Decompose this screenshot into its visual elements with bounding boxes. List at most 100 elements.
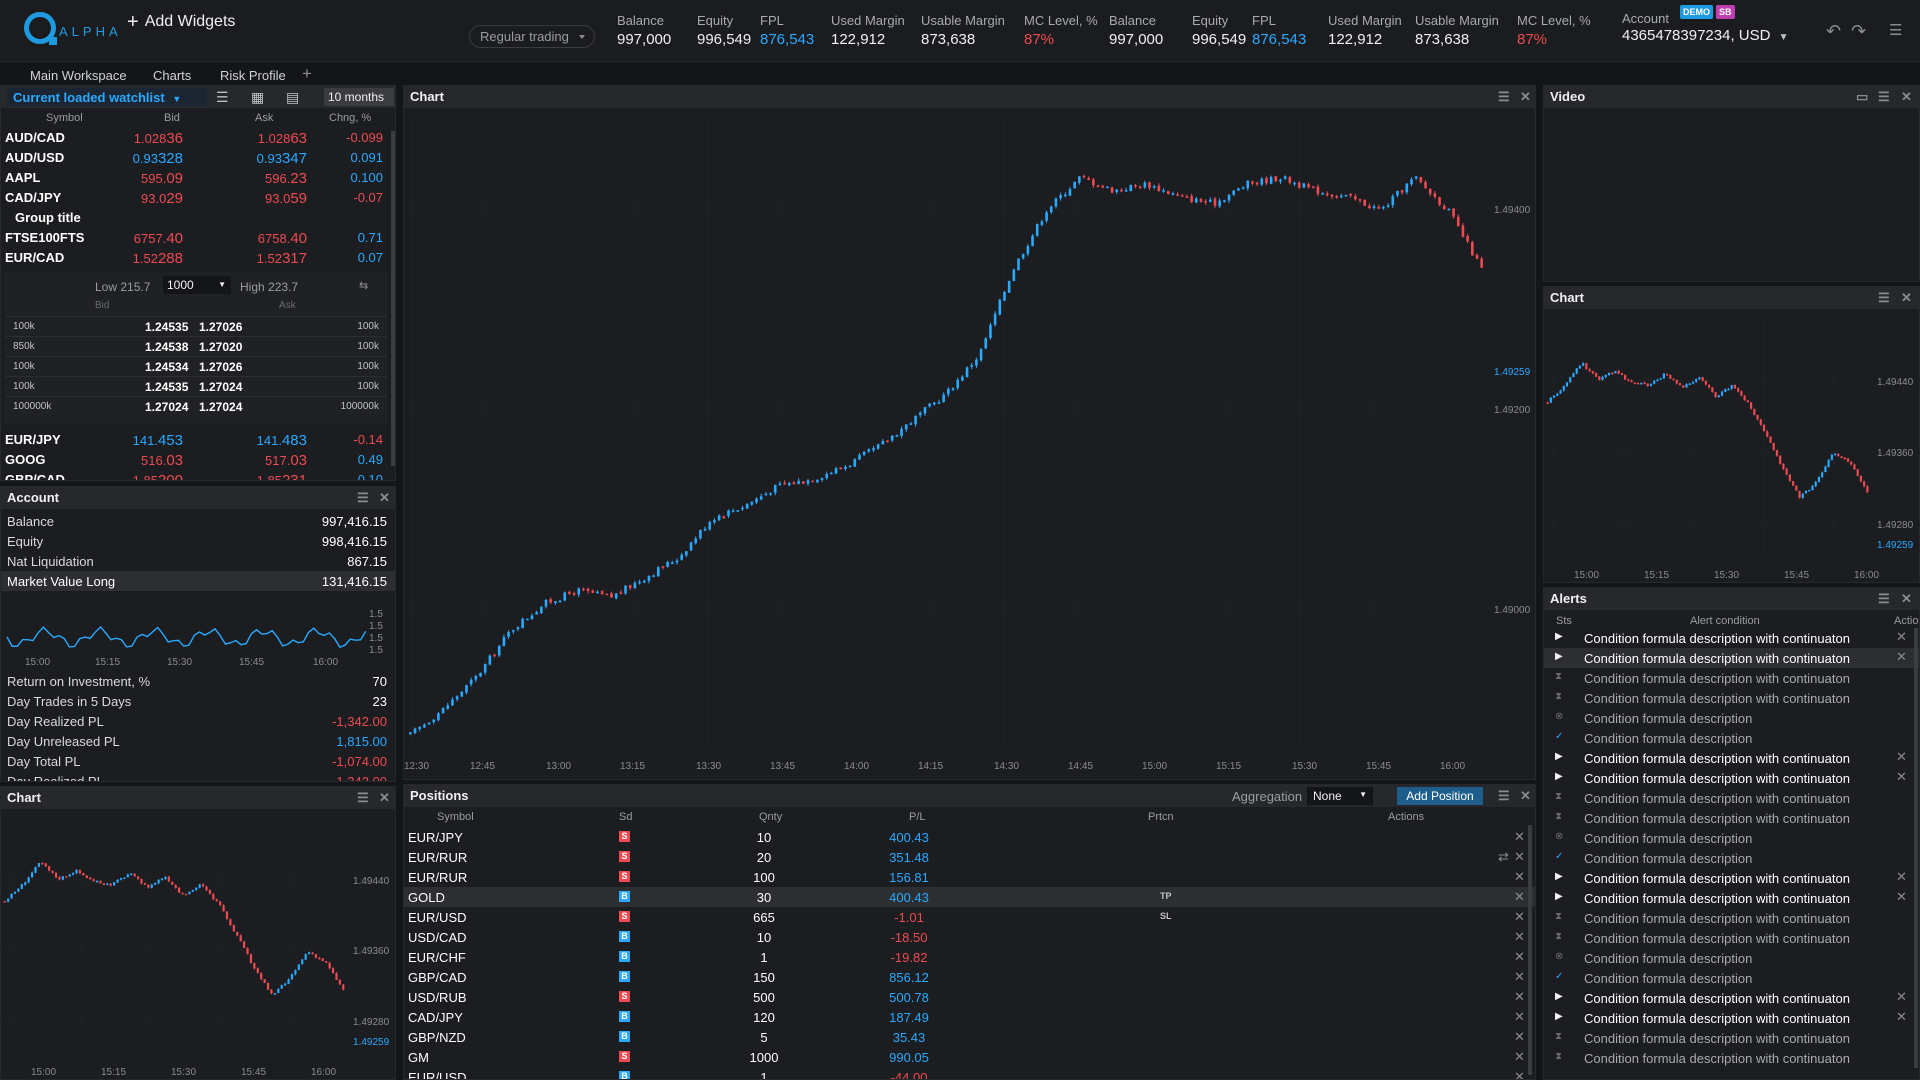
menu-icon[interactable]: ☰ [1889,22,1903,39]
tab-risk-profile[interactable]: Risk Profile [220,68,286,83]
close-position-icon[interactable]: ✕ [1514,1069,1525,1080]
position-row[interactable]: GM S 1000 990.05 ✕ [404,1047,1535,1067]
panel-menu-icon[interactable]: ☰ [357,490,369,505]
close-position-icon[interactable]: ✕ [1514,949,1525,964]
position-row[interactable]: GBP/NZD B 5 35.43 ✕ [404,1027,1535,1047]
tab-main-workspace[interactable]: Main Workspace [30,68,127,83]
close-icon[interactable]: ✕ [1901,591,1912,606]
close-icon[interactable]: ✕ [1901,89,1912,104]
watchlist-row[interactable]: FTSE100FTS 6757.40 6758.40 0.71 [1,228,395,248]
alert-row[interactable]: ⧗ Condition formula description with cont… [1544,928,1919,948]
close-icon[interactable]: ✕ [1520,89,1531,104]
list-view-icon[interactable]: ☰ [216,89,229,105]
alert-row[interactable]: ✓ Condition formula description [1544,728,1919,748]
group-title-row[interactable]: Group title [1,208,395,228]
position-row[interactable]: EUR/CHF B 1 -19.82 ✕ [404,947,1535,967]
column-header[interactable]: P/L [909,811,926,823]
protection-tag[interactable]: TP [1160,891,1172,901]
close-position-icon[interactable]: ✕ [1514,1029,1525,1044]
positions-scrollbar[interactable] [1528,825,1532,1075]
depth-row[interactable]: 100k 1.24535 1.27024 100k [5,376,387,396]
close-position-icon[interactable]: ✕ [1514,849,1525,864]
sparkline-chart[interactable]: 15:00 15:15 15:30 15:45 16:001.51.51.51.5 [1,593,395,669]
close-icon[interactable]: ✕ [1896,649,1907,664]
video-camera-icon[interactable]: ▭ [1856,89,1869,104]
alerts-scrollbar[interactable] [1914,628,1918,1068]
panel-menu-icon[interactable]: ☰ [1878,591,1890,606]
redo-icon[interactable]: ↷ [1851,21,1867,41]
close-position-icon[interactable]: ✕ [1514,989,1525,1004]
close-icon[interactable]: ✕ [379,490,390,505]
alert-row[interactable]: ▶ Condition formula description with cont… [1544,888,1919,908]
close-position-icon[interactable]: ✕ [1514,1009,1525,1024]
alert-row[interactable]: ▶ Condition formula description with cont… [1544,1008,1919,1028]
column-header[interactable]: Qnty [759,811,783,823]
alert-row[interactable]: ⊗ Condition formula description [1544,948,1919,968]
column-header[interactable]: Sts [1556,615,1572,627]
position-row[interactable]: EUR/RUR S 100 156.81 ✕ [404,867,1535,887]
alert-row[interactable]: ▶ Condition formula description with cont… [1544,768,1919,788]
alert-row[interactable]: ⊗ Condition formula description [1544,828,1919,848]
position-row[interactable]: GOLD B 30 400.43 TP ✕ [404,887,1535,907]
quantity-select[interactable]: 1000 ▼ [163,276,231,294]
logo[interactable]: ALPHA [24,12,122,45]
watchlist-row[interactable]: AUD/CAD 1.02836 1.02863 -0.099 [1,128,395,148]
watchlist-row[interactable]: CAD/JPY 93.029 93.059 -0.07 [1,188,395,208]
position-row[interactable]: EUR/JPY S 10 400.43 ✕ [404,827,1535,847]
column-header[interactable]: Actio [1894,615,1919,627]
position-row[interactable]: USD/CAD B 10 -18.50 ✕ [404,927,1535,947]
column-header[interactable]: Actions [1388,811,1425,823]
close-icon[interactable]: ✕ [1896,869,1907,884]
add-tab-icon[interactable]: + [302,64,312,83]
panel-menu-icon[interactable]: ☰ [1498,788,1510,803]
watchlist-row[interactable]: GBP/CAD 1.85200 1.85231 0.10 [1,470,395,480]
depth-row[interactable]: 100000k 1.27024 1.27024 100000k [5,396,387,416]
depth-row[interactable]: 100k 1.24534 1.27026 100k [5,356,387,376]
close-position-icon[interactable]: ✕ [1514,829,1525,844]
alert-row[interactable]: ▶ Condition formula description with cont… [1544,868,1919,888]
close-position-icon[interactable]: ✕ [1514,889,1525,904]
close-icon[interactable]: ✕ [1896,889,1907,904]
watchlist-row[interactable]: GOOG 516.03 517.03 0.49 [1,450,395,470]
mini-chart[interactable]: 1.49440 1.49360 1.49280 1.49259 15:00 15:15 15… [1,809,396,1080]
position-row[interactable]: USD/RUB S 500 500.78 ✕ [404,987,1535,1007]
alert-row[interactable]: ▶ Condition formula description with cont… [1544,988,1919,1008]
watchlist-row[interactable]: EUR/JPY 141.453 141.483 -0.14 [1,430,395,450]
grid-view-icon[interactable]: ▦ [251,89,265,105]
close-icon[interactable]: ✕ [1896,989,1907,1004]
close-icon[interactable]: ✕ [1520,788,1531,803]
alert-row[interactable]: ⧗ Condition formula description with cont… [1544,788,1919,808]
alert-row[interactable]: ▶ Condition formula description with cont… [1544,648,1919,668]
column-header[interactable]: Sd [619,811,633,823]
close-position-icon[interactable]: ✕ [1514,1049,1525,1064]
candlestick-chart[interactable]: 1.49400 1.49200 1.49000 1.49259 12:30 12:45 13… [404,108,1536,780]
tab-charts[interactable]: Charts [153,68,192,83]
close-icon[interactable]: ✕ [1896,629,1907,644]
alert-row[interactable]: ▶ Condition formula description with cont… [1544,628,1919,648]
column-header[interactable]: Prtcn [1148,811,1174,823]
close-position-icon[interactable]: ✕ [1514,869,1525,884]
alert-row[interactable]: ⧗ Condition formula description with cont… [1544,908,1919,928]
position-row[interactable]: CAD/JPY B 120 187.49 ✕ [404,1007,1535,1027]
column-header[interactable]: Symbol [46,112,83,124]
panel-menu-icon[interactable]: ☰ [357,790,369,805]
reverse-icon[interactable]: ⇄ [1498,849,1509,864]
close-position-icon[interactable]: ✕ [1514,929,1525,944]
period-button[interactable]: 10 months [324,88,394,106]
add-widgets-button[interactable]: + Add Widgets [127,12,235,32]
alert-row[interactable]: ⧗ Condition formula description with cont… [1544,688,1919,708]
alert-row[interactable]: ⊗ Condition formula description [1544,708,1919,728]
watchlist-scrollbar[interactable] [391,131,395,466]
watchlist-select[interactable]: Current loaded watchlist ▼ [7,88,207,106]
watchlist-row[interactable]: AUD/USD 0.93328 0.93347 0.091 [1,148,395,168]
add-position-button[interactable]: Add Position [1397,787,1483,805]
alert-row[interactable]: ✓ Condition formula description [1544,848,1919,868]
alert-row[interactable]: ⧗ Condition formula description with cont… [1544,808,1919,828]
aggregation-select[interactable]: None ▼ [1307,787,1373,805]
position-row[interactable]: EUR/RUR S 20 351.48 ⇄ ✕ [404,847,1535,867]
close-icon[interactable]: ✕ [1901,290,1912,305]
mini-chart[interactable]: 1.49440 1.49360 1.49280 1.49259 15:00 15:15 15… [1544,309,1920,583]
expand-icon[interactable]: ⇆ [359,280,369,292]
close-icon[interactable]: ✕ [1896,1009,1907,1024]
column-header[interactable]: Alert condition [1690,615,1760,627]
